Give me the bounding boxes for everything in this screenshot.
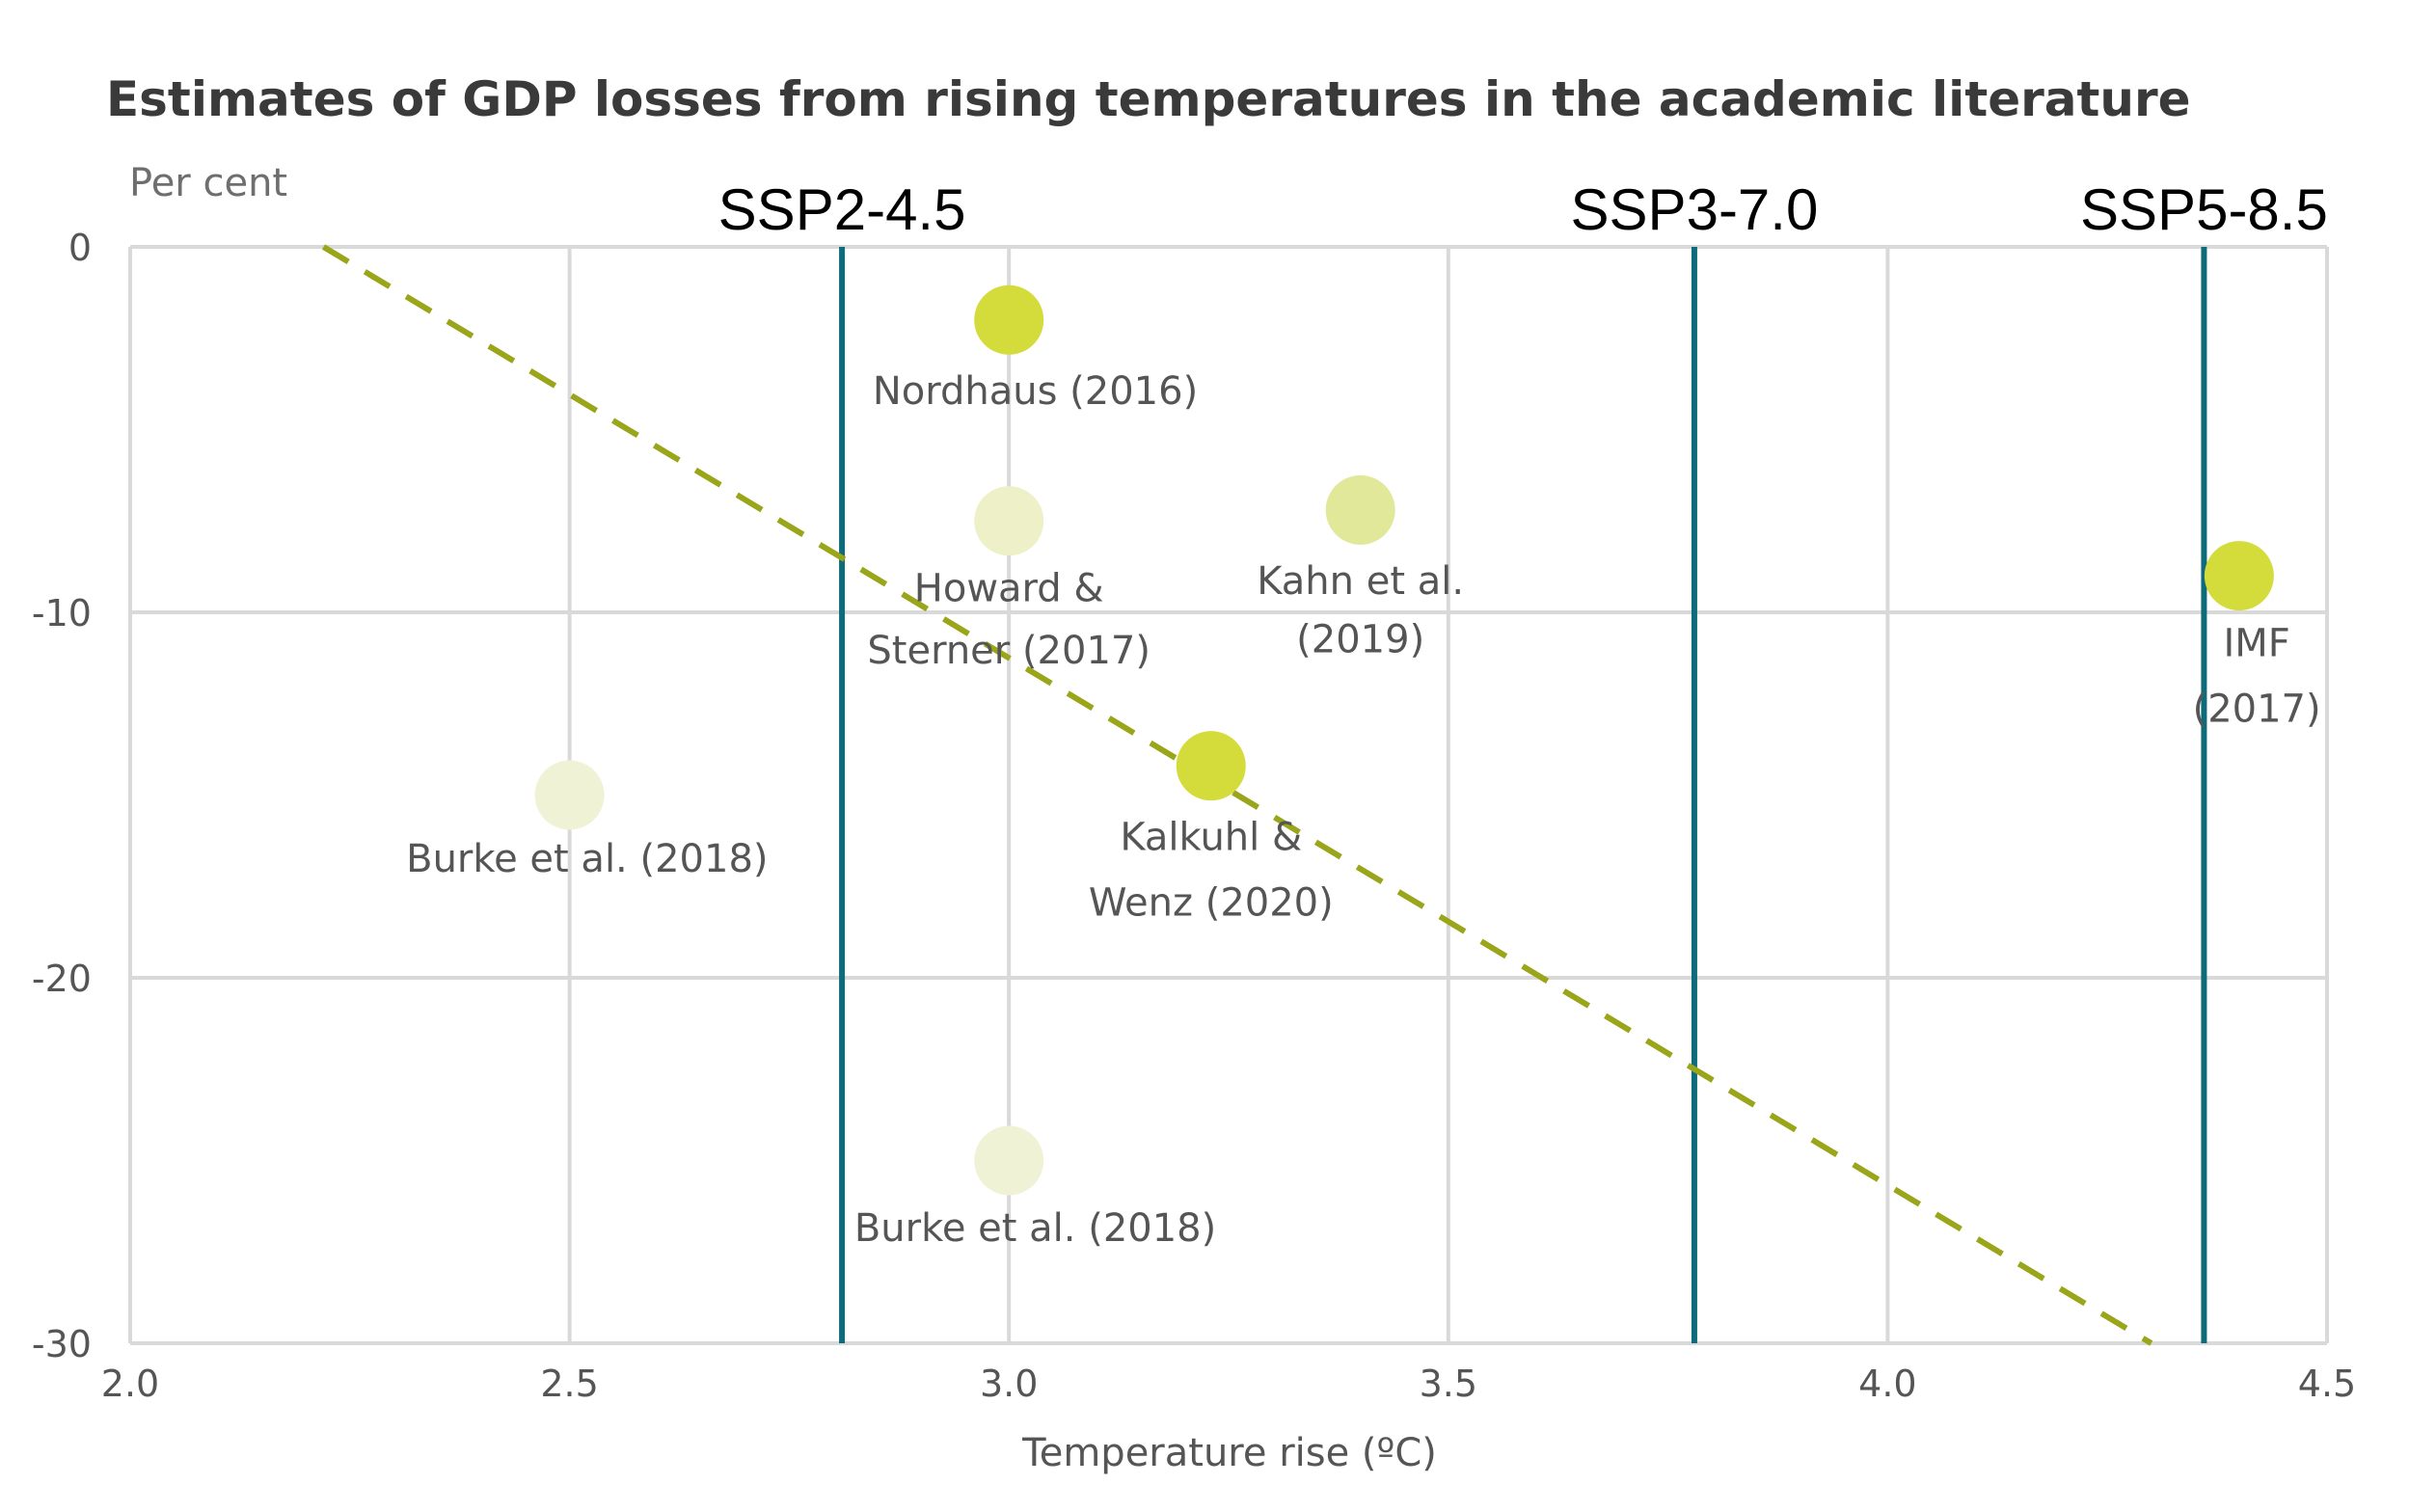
x-axis-title: Temperature rise (ºC): [1021, 1431, 1437, 1475]
point-label-line: Kalkuhl &: [1120, 815, 1302, 859]
x-tick-label: 4.5: [2298, 1363, 2356, 1405]
point-label-line: Sterner (2017): [867, 629, 1150, 673]
data-point: [974, 1125, 1044, 1196]
y-tick-label: 0: [68, 227, 92, 269]
data-point: [1325, 474, 1395, 545]
trend-line-group: [321, 244, 2153, 1346]
y-unit-label: Per cent: [129, 161, 287, 205]
x-tick-label: 3.5: [1420, 1363, 1477, 1405]
data-point: [534, 760, 605, 830]
ssp-reference-lines: SSP2-4.5 SSP3-7.0 SSP5-8.5: [718, 177, 2328, 1343]
ssp-label-1: SSP2-4.5: [718, 177, 966, 242]
point-label-line: Burke et al. (2018): [854, 1206, 1216, 1251]
axis-ticks: 2.0 2.5 3.0 3.5 4.0 4.5 0 -10 -20 -30: [32, 227, 2356, 1405]
point-label: Kahn et al. (2019): [1257, 559, 1464, 662]
data-point: [974, 284, 1044, 355]
point-label-line: (2019): [1296, 618, 1424, 662]
point-label: Burke et al. (2018): [854, 1206, 1216, 1251]
grid-lines: [128, 245, 2329, 1345]
data-point: [974, 486, 1044, 556]
data-point: [1176, 731, 1246, 801]
point-label: IMF (2017): [2193, 621, 2321, 731]
x-tick-label: 2.0: [101, 1363, 159, 1405]
y-tick-label: -20: [32, 958, 92, 1000]
point-label-line: Kahn et al.: [1257, 559, 1464, 604]
x-tick-label: 4.0: [1858, 1363, 1916, 1405]
point-label: Nordhaus (2016): [873, 369, 1198, 414]
point-annotations: Nordhaus (2016) Howard & Sterner (2017) Kah…: [406, 369, 2320, 1251]
trend-line: [321, 244, 2153, 1346]
x-tick-label: 3.0: [980, 1363, 1038, 1405]
y-tick-label: -10: [32, 592, 92, 634]
point-label-line: (2017): [2193, 688, 2321, 732]
point-label: Burke et al. (2018): [406, 837, 768, 881]
point-label: Howard & Sterner (2017): [867, 567, 1150, 673]
point-label-line: IMF: [2223, 621, 2289, 665]
point-label-line: Wenz (2020): [1089, 881, 1334, 926]
x-tick-label: 2.5: [540, 1363, 598, 1405]
y-tick-label: -30: [32, 1323, 92, 1365]
point-label-line: Nordhaus (2016): [873, 369, 1198, 414]
ssp-label-3: SSP5-8.5: [2080, 177, 2328, 242]
point-label-line: Howard &: [914, 567, 1104, 611]
data-point: [2204, 541, 2274, 611]
ssp-label-2: SSP3-7.0: [1571, 177, 1819, 242]
point-label: Kalkuhl & Wenz (2020): [1089, 815, 1334, 925]
chart-title: Estimates of GDP losses from rising temp…: [106, 71, 2191, 127]
point-label-line: Burke et al. (2018): [406, 837, 768, 881]
data-points: [534, 284, 2274, 1196]
